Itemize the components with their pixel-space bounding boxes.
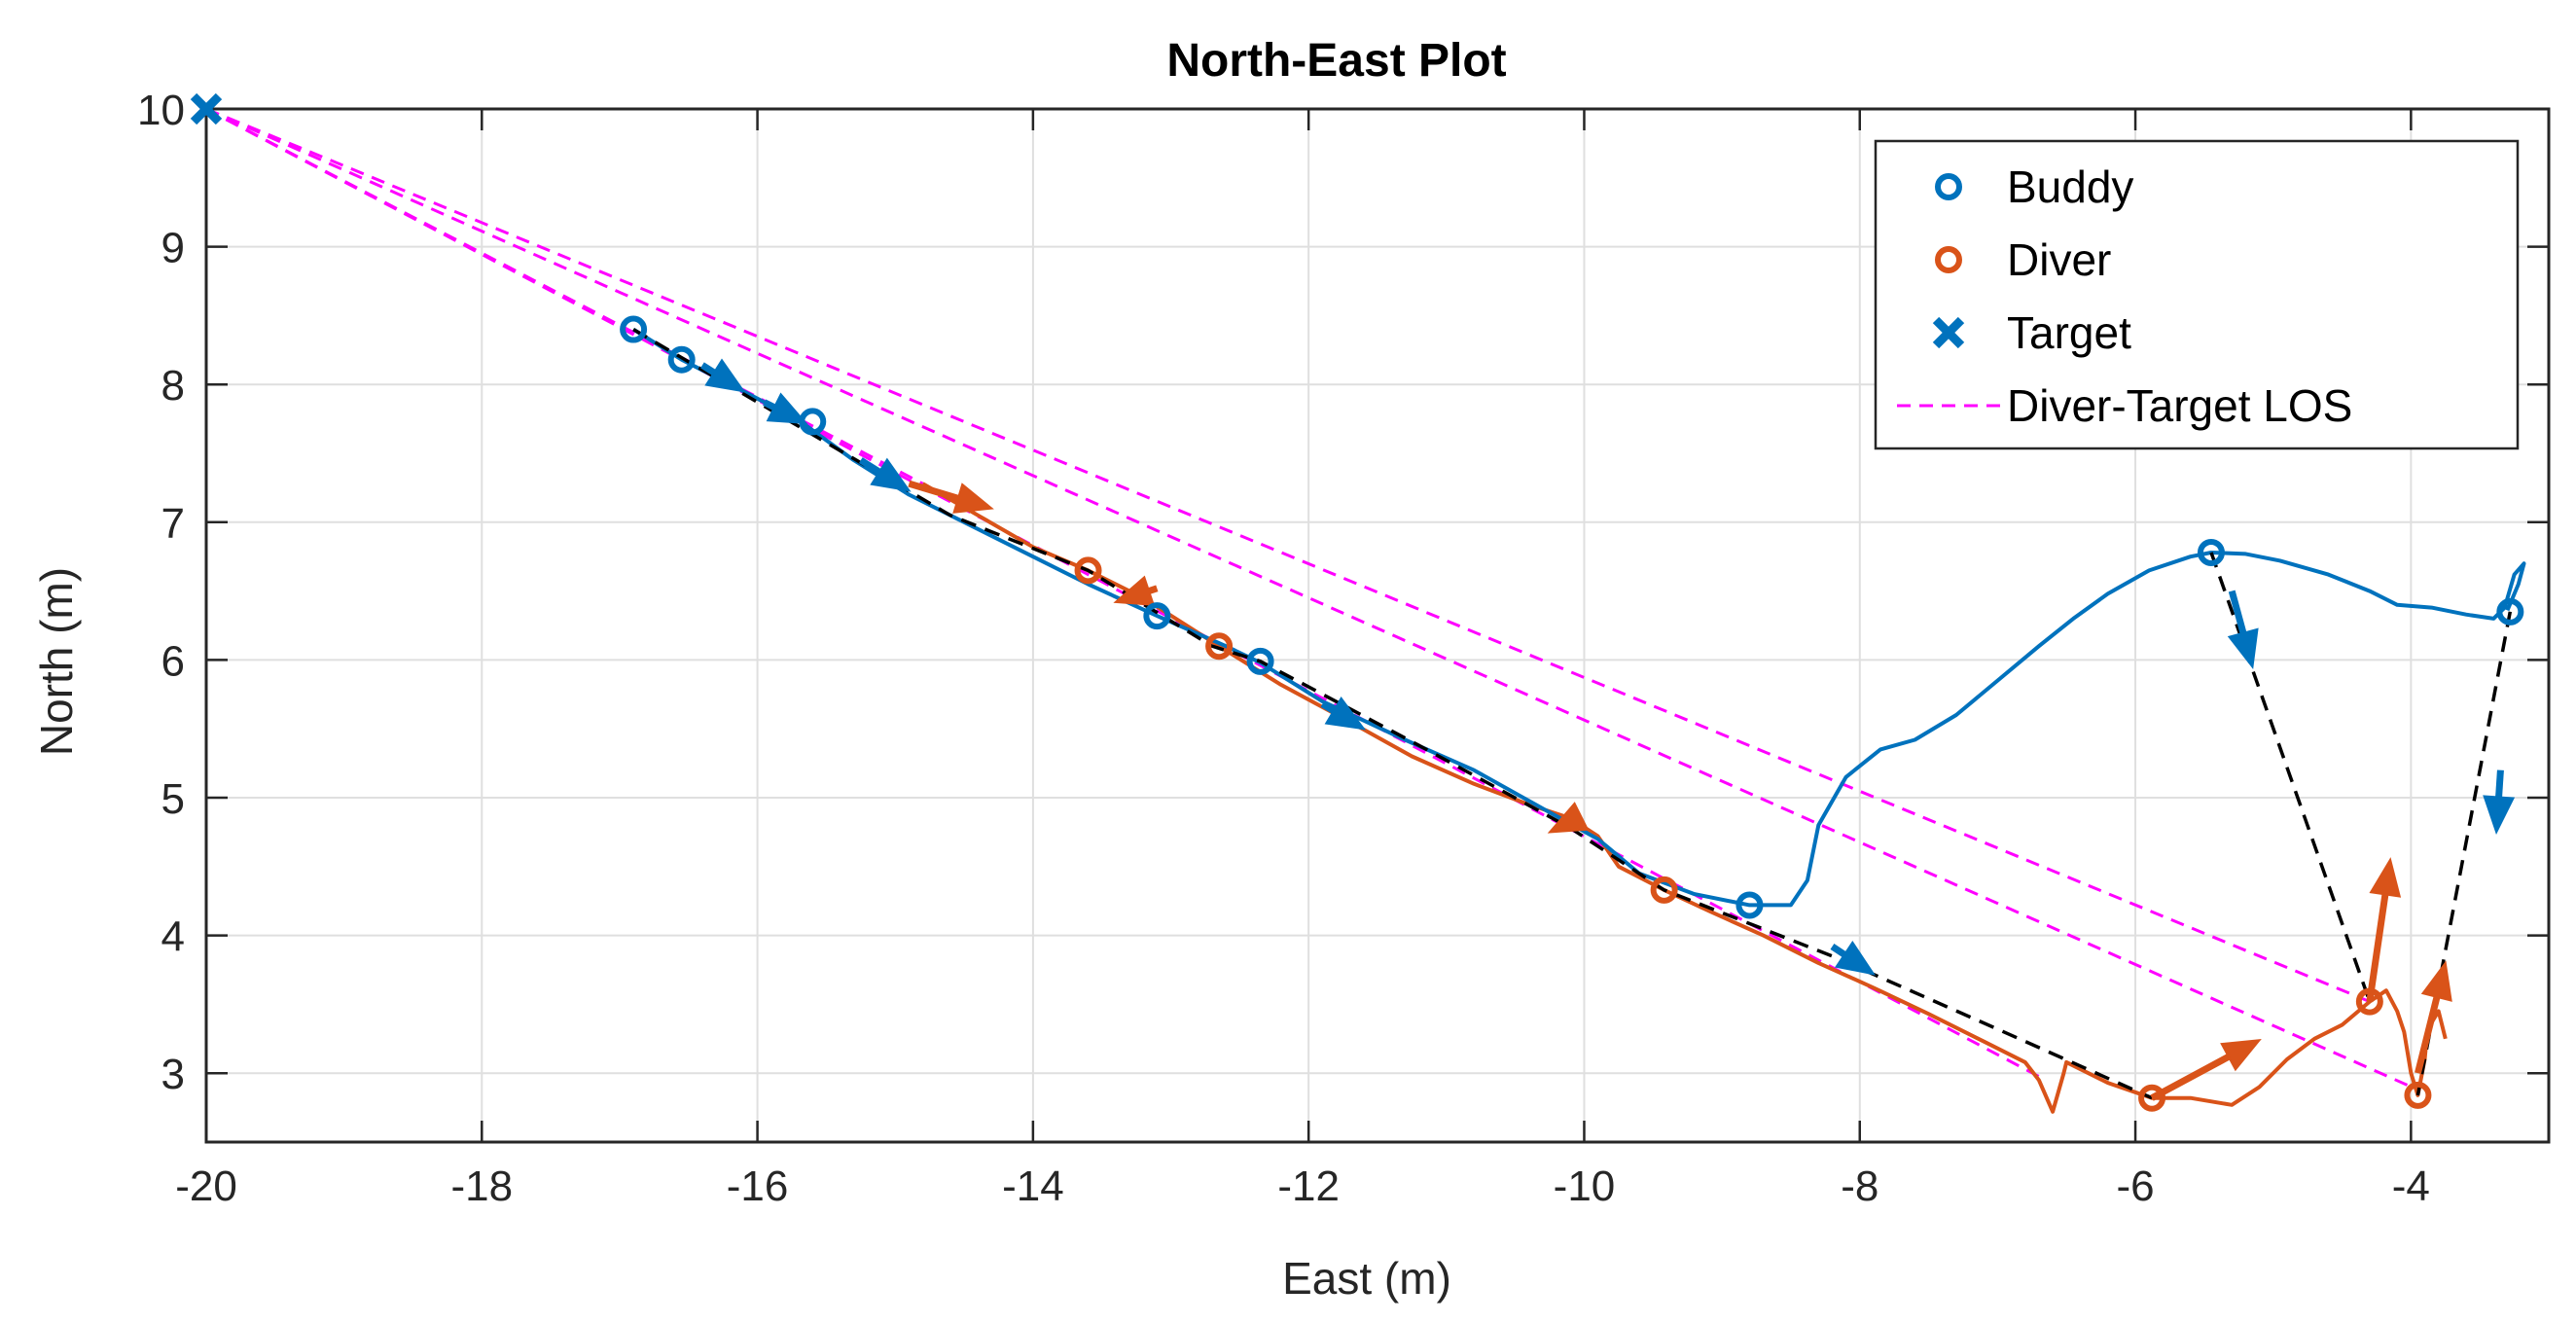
y-tick-label: 10: [137, 87, 185, 134]
buddy-heading-arrow: [1830, 940, 1877, 976]
diver-heading-arrow: [2366, 857, 2402, 1003]
buddy-heading-arrow: [763, 392, 808, 425]
legend-target-marker: [1932, 316, 1965, 349]
buddy-marker: [2197, 538, 2225, 566]
diver-heading-arrow: [2415, 960, 2452, 1075]
buddy-marker: [2496, 597, 2524, 626]
legend-label-buddy: Buddy: [2007, 161, 2133, 212]
buddy-heading-arrow: [858, 457, 912, 492]
buddy-marker: [1143, 602, 1171, 630]
x-tick-label: -10: [1554, 1162, 1616, 1210]
diver-heading-arrow: [1547, 802, 1590, 834]
diver-marker: [2404, 1081, 2432, 1109]
x-tick-label: -6: [2116, 1162, 2154, 1210]
buddy-heading-arrow: [2227, 590, 2259, 669]
diver-heading-arrow: [2150, 1038, 2262, 1101]
x-tick-label: -18: [450, 1162, 513, 1210]
x-tick-label: -16: [727, 1162, 789, 1210]
legend-diver-marker: [1935, 246, 1962, 273]
diver-heading-arrow: [1113, 575, 1159, 606]
x-tick-label: -4: [2392, 1162, 2430, 1210]
y-tick-label: 3: [161, 1051, 185, 1098]
buddy-marker: [620, 315, 648, 343]
los-line: [206, 109, 2419, 1091]
legend-box: [1874, 139, 2520, 450]
legend-label-diver: Diver: [2007, 234, 2111, 285]
buddy-diver-connector: [632, 328, 2153, 1100]
x-tick-label: -14: [1002, 1162, 1064, 1210]
y-tick-label: 4: [161, 913, 185, 961]
y-tick-label: 7: [161, 500, 185, 548]
x-tick-label: -20: [175, 1162, 237, 1210]
ticks: -20 -18 -16 -14 -12 -10 -8 -6 -4 3 4 5 6 7 8 9 10: [137, 87, 2549, 1210]
diver-marker: [2138, 1084, 2166, 1112]
legend: Buddy Diver Target Diver-Target LOS: [1874, 139, 2520, 450]
x-axis-label: East (m): [1282, 1253, 1451, 1304]
x-tick-label: -8: [1841, 1162, 1878, 1210]
legend-label-target: Target: [2007, 307, 2131, 358]
buddy-heading-arrow: [1320, 697, 1367, 731]
y-tick-label: 9: [161, 225, 185, 272]
diver-marker: [2355, 987, 2383, 1016]
buddy-diver-connector: [2209, 552, 2372, 1003]
buddy-track: [632, 327, 2526, 908]
chart-title: North-East Plot: [1166, 35, 1506, 87]
diver-marker: [1650, 876, 1678, 904]
legend-buddy-marker: [1935, 173, 1962, 200]
diver-marker: [1205, 632, 1234, 661]
x-tick-label: -12: [1277, 1162, 1340, 1210]
y-axis-label: North (m): [31, 567, 82, 756]
buddy-marker: [1735, 891, 1764, 919]
diver-heading-arrow: [908, 480, 994, 514]
target-marker: [190, 92, 223, 125]
buddy-heading-arrow: [700, 358, 746, 393]
diver-marker: [1074, 556, 1102, 585]
legend-label-los: Diver-Target LOS: [2007, 380, 2352, 431]
y-tick-label: 5: [161, 775, 185, 823]
y-tick-label: 8: [161, 362, 185, 410]
y-tick-label: 6: [161, 637, 185, 685]
buddy-marker: [799, 408, 827, 436]
los-line: [206, 109, 2371, 1003]
buddy-heading-arrow: [2483, 769, 2516, 835]
buddy-marker: [667, 345, 696, 374]
buddy-marker: [1246, 647, 1274, 675]
axes-box: [204, 107, 2551, 1144]
data-layer: [206, 109, 2526, 1114]
